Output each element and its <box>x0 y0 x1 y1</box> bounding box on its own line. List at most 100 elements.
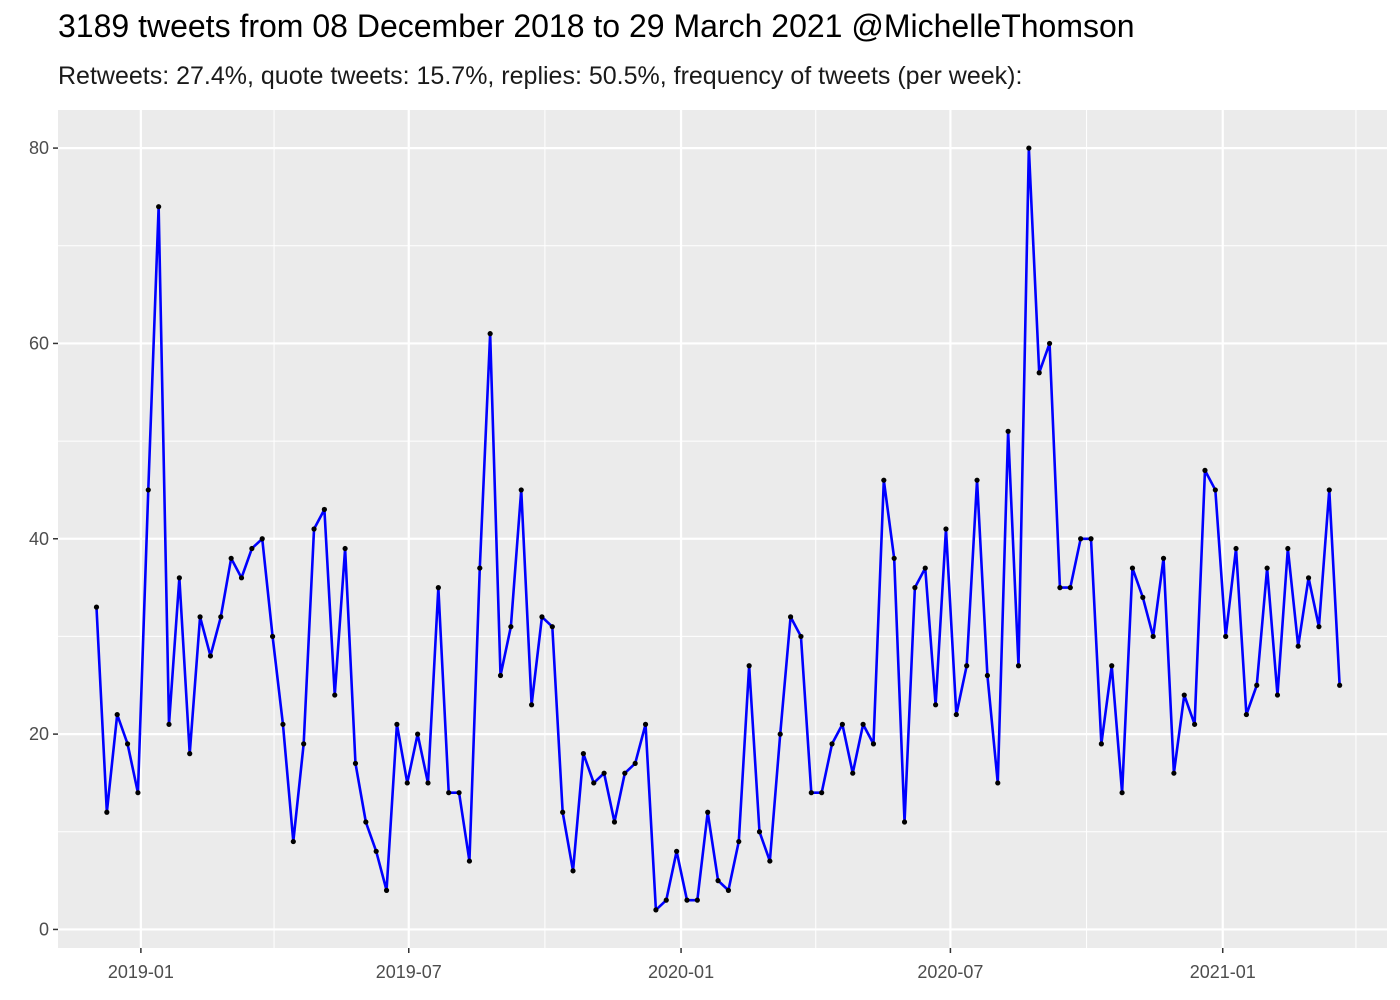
data-point <box>580 751 586 757</box>
data-point <box>767 858 773 864</box>
data-point <box>943 526 949 532</box>
data-point <box>808 790 814 796</box>
data-point <box>301 741 307 747</box>
data-point <box>1046 340 1053 347</box>
data-point <box>870 741 877 747</box>
data-point <box>674 848 680 854</box>
data-point <box>104 809 110 815</box>
plot-panel <box>58 110 1387 948</box>
data-point <box>1057 585 1063 591</box>
data-point <box>1316 624 1322 630</box>
data-point <box>352 760 359 767</box>
data-point <box>1015 663 1022 669</box>
data-point <box>259 536 265 542</box>
data-point <box>166 721 172 727</box>
data-point <box>1036 370 1042 376</box>
data-point <box>280 721 286 727</box>
data-point <box>1109 663 1115 669</box>
data-point <box>176 575 182 581</box>
data-point <box>321 506 327 513</box>
data-point <box>1171 770 1177 776</box>
data-point <box>1067 585 1073 591</box>
data-point <box>342 545 348 552</box>
data-point <box>1243 711 1249 718</box>
chart-title: 3189 tweets from 08 December 2018 to 29 … <box>58 8 1135 44</box>
data-point <box>466 858 473 864</box>
data-point <box>715 878 721 884</box>
data-point <box>238 575 245 581</box>
data-point <box>373 848 379 854</box>
data-point <box>1098 741 1104 747</box>
data-point <box>684 897 690 903</box>
x-tick-label: 2019-01 <box>108 962 174 982</box>
data-point <box>528 702 535 708</box>
data-point <box>1129 565 1136 571</box>
data-point <box>1337 682 1343 688</box>
data-point <box>984 672 991 679</box>
y-tick-label: 40 <box>29 529 49 549</box>
data-point <box>1140 594 1146 600</box>
data-point <box>363 819 369 825</box>
data-point <box>197 614 203 620</box>
y-tick-label: 20 <box>29 724 49 744</box>
data-point <box>974 477 980 483</box>
y-tick-label: 60 <box>29 333 49 353</box>
data-point <box>819 790 825 796</box>
data-point <box>860 721 866 727</box>
data-point <box>787 614 794 620</box>
data-point <box>290 838 296 845</box>
y-tick-label: 80 <box>29 138 49 158</box>
data-point <box>622 770 628 776</box>
data-point <box>1160 555 1167 561</box>
data-point <box>891 555 897 561</box>
data-point <box>435 585 441 591</box>
x-tick-label: 2020-07 <box>917 962 983 982</box>
data-point <box>145 487 151 493</box>
data-point <box>187 751 193 757</box>
data-point <box>850 770 856 776</box>
data-point <box>663 897 669 903</box>
data-point <box>1026 145 1032 151</box>
data-point <box>477 565 483 571</box>
data-point <box>1150 633 1156 640</box>
data-point <box>922 565 928 571</box>
data-point <box>881 477 887 483</box>
data-point <box>383 887 390 893</box>
data-point <box>114 711 120 718</box>
data-point <box>1088 536 1094 542</box>
data-point <box>1233 545 1239 552</box>
data-point <box>829 741 835 747</box>
data-point <box>1254 682 1260 688</box>
data-point <box>1326 487 1332 493</box>
x-tick-label: 2020-01 <box>648 962 714 982</box>
data-point <box>1181 692 1187 698</box>
data-point <box>632 760 638 767</box>
data-point <box>508 624 514 630</box>
data-point <box>964 663 970 669</box>
chart-subtitle: Retweets: 27.4%, quote tweets: 15.7%, re… <box>58 62 1023 90</box>
data-point <box>705 809 711 815</box>
data-point <box>694 897 700 903</box>
data-point <box>497 672 504 679</box>
data-point <box>249 545 255 552</box>
data-point <box>311 526 317 532</box>
data-point <box>1202 467 1208 473</box>
data-point <box>611 819 618 825</box>
points-layer <box>93 145 1343 913</box>
data-point <box>228 555 234 561</box>
data-point <box>995 780 1001 786</box>
data-point <box>332 692 338 698</box>
data-point <box>933 702 939 708</box>
data-point <box>570 868 576 874</box>
data-point <box>653 907 659 913</box>
data-point <box>1295 643 1301 649</box>
data-point <box>269 633 276 640</box>
data-point <box>539 614 545 620</box>
data-point <box>518 487 524 493</box>
data-point <box>953 711 959 718</box>
data-point <box>839 721 845 727</box>
data-point <box>1285 545 1291 552</box>
data-point <box>642 721 649 727</box>
data-point <box>218 614 224 620</box>
